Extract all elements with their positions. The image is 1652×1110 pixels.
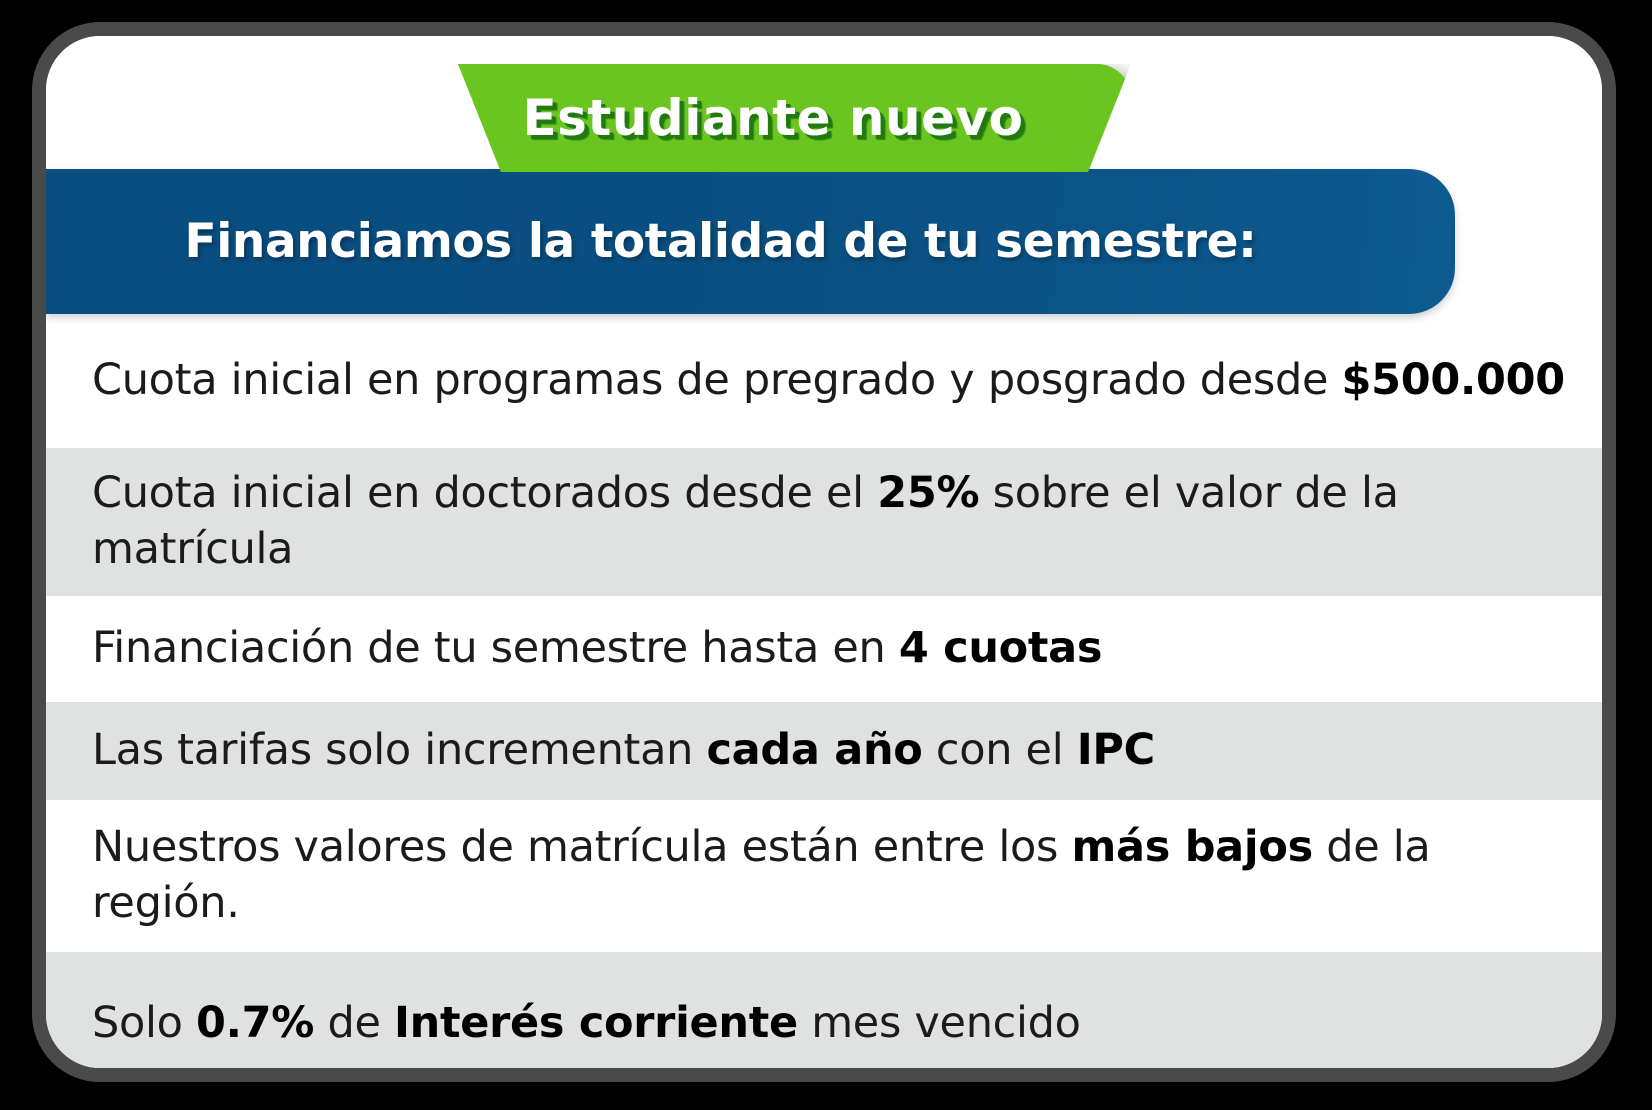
- benefit-text: Cuota inicial en doctorados desde el 25%…: [92, 468, 1399, 574]
- benefit-text: Las tarifas solo incrementan cada año co…: [92, 725, 1155, 776]
- new-student-badge: Estudiante nuevo: [457, 64, 1131, 172]
- new-student-badge-label: Estudiante nuevo: [522, 89, 1024, 147]
- benefit-text: Nuestros valores de matrícula están entr…: [92, 822, 1431, 928]
- section-header-title: Financiamos la totalidad de tu semestre:: [184, 214, 1257, 269]
- benefits-list: Cuota inicial en programas de pregrado y…: [46, 314, 1602, 1068]
- benefit-text: Financiación de tu semestre hasta en 4 c…: [92, 623, 1103, 674]
- card-inner: Cuota inicial en programas de pregrado y…: [46, 36, 1602, 1068]
- benefit-text: Cuota inicial en programas de pregrado y…: [92, 355, 1565, 406]
- benefit-row: Las tarifas solo incrementan cada año co…: [46, 702, 1602, 800]
- benefit-row: Cuota inicial en doctorados desde el 25%…: [46, 448, 1602, 596]
- financing-info-card: Cuota inicial en programas de pregrado y…: [32, 22, 1616, 1082]
- benefit-text: Solo 0.7% de Interés corriente mes venci…: [92, 998, 1081, 1049]
- benefit-row: Financiación de tu semestre hasta en 4 c…: [46, 596, 1602, 702]
- benefit-row: Solo 0.7% de Interés corriente mes venci…: [46, 952, 1602, 1068]
- benefit-row: Cuota inicial en programas de pregrado y…: [46, 314, 1602, 448]
- section-header-bar: Financiamos la totalidad de tu semestre:: [46, 169, 1455, 314]
- benefit-row: Nuestros valores de matrícula están entr…: [46, 800, 1602, 952]
- badge-container: Estudiante nuevo: [46, 36, 1602, 176]
